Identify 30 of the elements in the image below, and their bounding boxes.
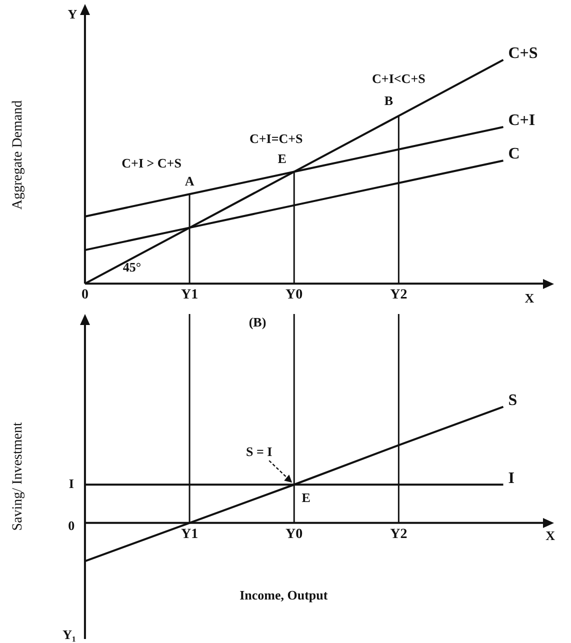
- series-label: C+S: [508, 45, 538, 62]
- x-tick-label: Y2: [390, 288, 408, 303]
- annotation: C+I=C+S: [249, 131, 303, 146]
- x-tick-label: Y2: [390, 526, 408, 542]
- annotation: S = I: [246, 444, 272, 459]
- annotation: C+I > C+S: [122, 156, 182, 171]
- text: X: [524, 290, 535, 306]
- annotation: C+I<C+S: [372, 71, 426, 86]
- x-tick-label: Y0: [286, 288, 303, 303]
- annotation: X: [546, 528, 556, 544]
- x-tick-label: Y1: [180, 288, 198, 303]
- annotation: A: [184, 174, 195, 189]
- annotation: E: [302, 490, 310, 505]
- x-tick-label: Y1: [180, 526, 198, 542]
- x-tick-label: Y0: [286, 526, 303, 542]
- text: I: [68, 476, 74, 491]
- text: Y: [68, 6, 78, 22]
- series-label: S: [508, 392, 518, 409]
- series-label: I: [508, 470, 514, 487]
- annotation: 45°: [122, 259, 142, 274]
- text: Y₁: [62, 626, 76, 642]
- annotation: E: [278, 151, 286, 166]
- annotation: B: [384, 93, 394, 108]
- series-label: C+I: [508, 112, 536, 130]
- y-axis-title: Aggregate Demand: [10, 100, 26, 210]
- text: (B): [248, 314, 266, 330]
- y-axis-title: Saving/ Investment: [10, 422, 26, 531]
- x-tick-label: 0: [81, 288, 88, 303]
- x-axis-title: Income, Output: [240, 587, 328, 602]
- series-label: C: [508, 146, 520, 163]
